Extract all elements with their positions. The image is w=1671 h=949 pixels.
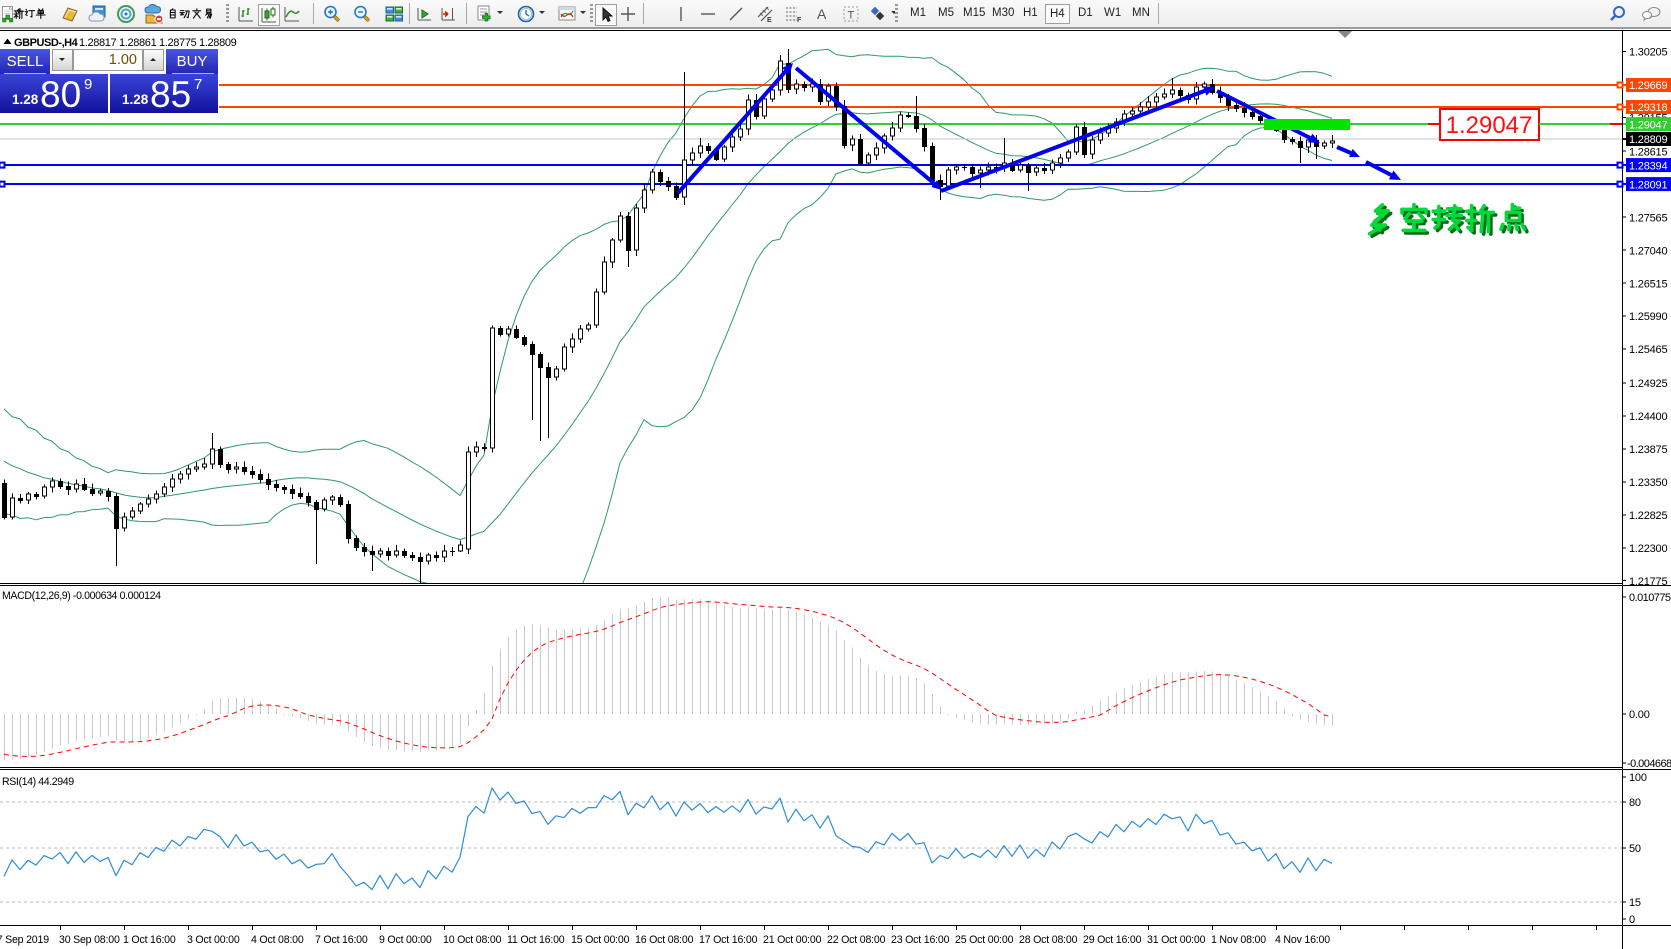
svg-text:11 Oct 16:00: 11 Oct 16:00 xyxy=(507,934,565,946)
svg-text:31 Oct 00:00: 31 Oct 00:00 xyxy=(1147,934,1206,946)
svg-text:21 Oct 00:00: 21 Oct 00:00 xyxy=(763,934,822,946)
svg-text:1.25465: 1.25465 xyxy=(1629,344,1667,356)
svg-text:1.27565: 1.27565 xyxy=(1629,212,1667,224)
svg-text:1.28615: 1.28615 xyxy=(1629,146,1667,158)
svg-text:1.23875: 1.23875 xyxy=(1629,444,1667,456)
svg-text:A: A xyxy=(817,6,827,22)
svg-text:RSI(14) 44.2949: RSI(14) 44.2949 xyxy=(2,776,74,788)
svg-text:1.28809: 1.28809 xyxy=(1629,134,1667,146)
svg-text:T: T xyxy=(848,10,855,22)
svg-text:7 Oct 16:00: 7 Oct 16:00 xyxy=(315,934,368,946)
svg-text:100: 100 xyxy=(1629,772,1647,784)
svg-text:30 Sep 08:00: 30 Sep 08:00 xyxy=(59,934,120,946)
svg-text:25 Oct 00:00: 25 Oct 00:00 xyxy=(955,934,1014,946)
svg-text:9 Oct 00:00: 9 Oct 00:00 xyxy=(379,934,432,946)
svg-text:1.23350: 1.23350 xyxy=(1629,477,1667,489)
svg-text:50: 50 xyxy=(1629,843,1641,855)
svg-text:1.28394: 1.28394 xyxy=(1629,160,1667,172)
svg-text:1.29318: 1.29318 xyxy=(1629,102,1667,114)
svg-text:1.24400: 1.24400 xyxy=(1629,411,1667,423)
svg-text:17 Oct 16:00: 17 Oct 16:00 xyxy=(699,934,758,946)
svg-text:1.22300: 1.22300 xyxy=(1629,543,1667,555)
svg-text:1.26515: 1.26515 xyxy=(1629,278,1667,290)
svg-text:0.010775: 0.010775 xyxy=(1629,592,1671,604)
svg-text:16 Oct 08:00: 16 Oct 08:00 xyxy=(635,934,694,946)
svg-text:1.28091: 1.28091 xyxy=(1629,179,1667,191)
svg-text:F: F xyxy=(797,17,802,24)
svg-text:-0.004668: -0.004668 xyxy=(1627,758,1671,770)
svg-text:1.22825: 1.22825 xyxy=(1629,510,1667,522)
svg-text:3 Oct 00:00: 3 Oct 00:00 xyxy=(187,934,240,946)
svg-text:15: 15 xyxy=(1629,897,1641,909)
svg-text:1.27040: 1.27040 xyxy=(1629,245,1667,257)
svg-text:1.29047: 1.29047 xyxy=(1629,119,1667,131)
svg-text:22 Oct 08:00: 22 Oct 08:00 xyxy=(827,934,886,946)
svg-text:4 Nov 16:00: 4 Nov 16:00 xyxy=(1275,934,1330,946)
svg-text:E: E xyxy=(767,17,772,24)
svg-text:GBPUSD-,H4: GBPUSD-,H4 xyxy=(14,37,79,49)
svg-text:MACD(12,26,9) -0.000634 0.0001: MACD(12,26,9) -0.000634 0.000124 xyxy=(2,590,161,602)
svg-text:0.00: 0.00 xyxy=(1629,709,1650,721)
svg-text:1.29047: 1.29047 xyxy=(1446,112,1533,139)
svg-text:1 Nov 08:00: 1 Nov 08:00 xyxy=(1211,934,1266,946)
svg-text:1.21775: 1.21775 xyxy=(1629,576,1667,588)
svg-text:23 Oct 16:00: 23 Oct 16:00 xyxy=(891,934,950,946)
svg-text:1.29669: 1.29669 xyxy=(1629,80,1667,92)
svg-text:29 Oct 16:00: 29 Oct 16:00 xyxy=(1083,934,1142,946)
svg-text:10 Oct 08:00: 10 Oct 08:00 xyxy=(443,934,502,946)
svg-text:0: 0 xyxy=(1629,914,1635,926)
svg-text:15 Oct 00:00: 15 Oct 00:00 xyxy=(571,934,630,946)
svg-text:80: 80 xyxy=(1629,797,1641,809)
svg-text:1 Oct 16:00: 1 Oct 16:00 xyxy=(123,934,176,946)
svg-text:1.24925: 1.24925 xyxy=(1629,378,1667,390)
svg-text:1.25990: 1.25990 xyxy=(1629,311,1667,323)
svg-text:1.30205: 1.30205 xyxy=(1629,47,1667,59)
svg-text:4 Oct 08:00: 4 Oct 08:00 xyxy=(251,934,304,946)
svg-text:1.28817 1.28861 1.28775 1.2880: 1.28817 1.28861 1.28775 1.28809 xyxy=(79,37,237,49)
svg-text:27 Sep 2019: 27 Sep 2019 xyxy=(0,934,49,946)
svg-text:28 Oct 08:00: 28 Oct 08:00 xyxy=(1019,934,1078,946)
